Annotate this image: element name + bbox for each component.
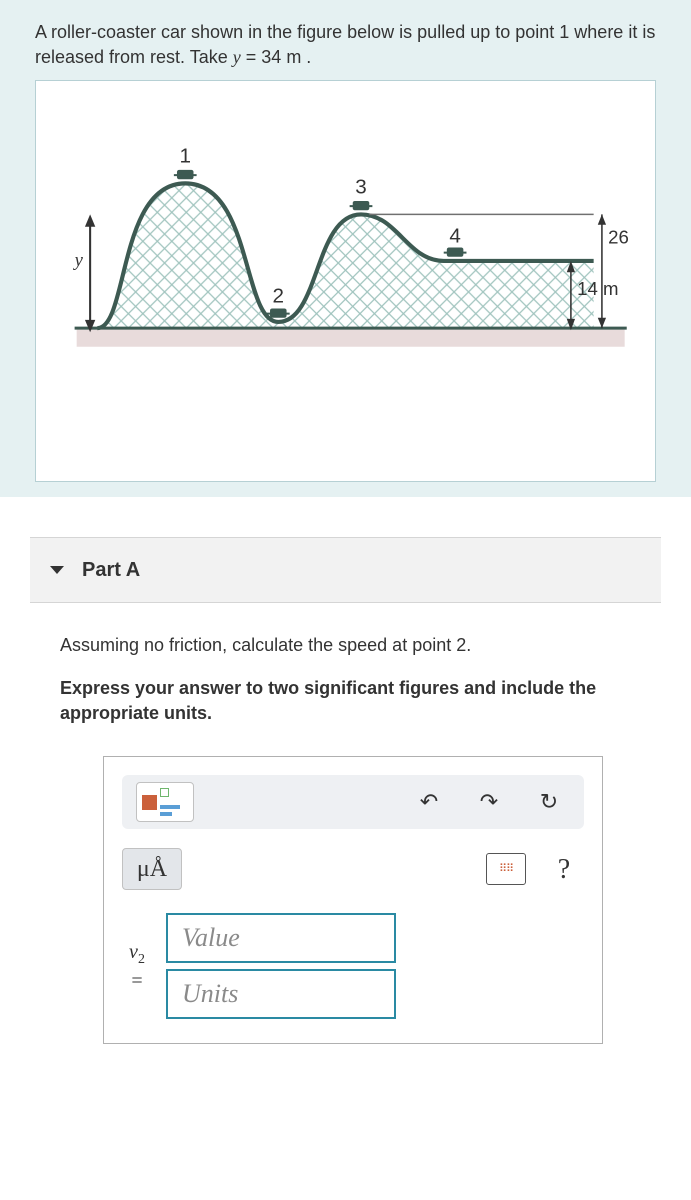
y-axis-label: y [73,250,84,271]
lhs-equals: = [131,970,142,992]
car-1 [174,170,197,179]
problem-text: A roller-coaster car shown in the figure… [35,20,656,70]
part-header[interactable]: Part A [30,537,661,603]
var-y: y [233,47,241,67]
chevron-down-icon [50,566,64,574]
part-label: Part A [82,556,140,584]
pt4-label: 4 [449,225,461,248]
redo-button[interactable]: ↷ [468,781,510,823]
problem-statement: A roller-coaster car shown in the figure… [0,0,691,497]
answer-box: ↶ ↷ ↻ μÅ ⠿⠿ ? v2 = Value Units [103,756,603,1044]
lhs-symbol: v [129,941,138,963]
help-button[interactable]: ? [544,849,584,889]
h14-label: 14 m [577,278,618,299]
h26-label: 26 m [608,227,635,248]
toolbar: ↶ ↷ ↻ [122,775,584,829]
instruction-1: Assuming no friction, calculate the spee… [60,633,646,658]
pt1-label: 1 [179,145,191,168]
figure: 1 2 3 4 y 26 m 14 m [35,80,656,482]
keyboard-button[interactable]: ⠿⠿ [486,853,526,885]
part-body: Assuming no friction, calculate the spee… [0,633,691,1045]
car-4 [444,248,467,257]
keyboard-icon: ⠿⠿ [499,862,513,877]
answer-lhs: v2 = [122,940,152,993]
units-input[interactable]: Units [166,969,396,1019]
car-3 [350,201,373,210]
toolbar-row2: μÅ ⠿⠿ ? [122,845,584,893]
page: A roller-coaster car shown in the figure… [0,0,691,1074]
car-2 [267,309,290,318]
lhs-sub: 2 [138,952,145,967]
instruction-2: Express your answer to two significant f… [60,676,646,726]
problem-text-before: A roller-coaster car shown in the figure… [35,22,655,67]
value-units-row: v2 = Value Units [122,913,584,1019]
undo-button[interactable]: ↶ [408,781,450,823]
format-button[interactable] [136,782,194,822]
pt2-label: 2 [273,285,285,308]
pt3-label: 3 [355,176,366,199]
problem-text-after: = 34 m . [246,47,312,67]
reset-button[interactable]: ↻ [528,781,570,823]
special-chars-button[interactable]: μÅ [122,848,182,890]
value-input[interactable]: Value [166,913,396,963]
figure-svg: 1 2 3 4 y 26 m 14 m [56,111,635,401]
